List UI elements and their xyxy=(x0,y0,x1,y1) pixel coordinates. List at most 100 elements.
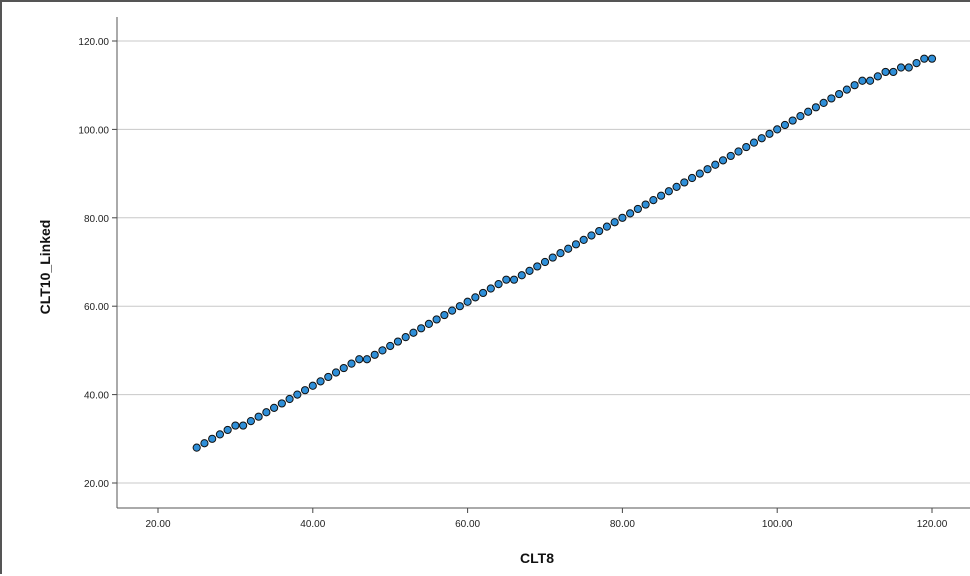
data-point xyxy=(409,328,418,337)
data-point xyxy=(417,324,426,333)
data-point xyxy=(587,231,596,240)
data-point xyxy=(331,368,341,377)
data-point xyxy=(680,178,689,187)
data-point xyxy=(355,355,364,364)
x-tick-label: 20.00 xyxy=(145,519,170,530)
data-point xyxy=(378,346,387,355)
data-point xyxy=(548,253,557,262)
data-point xyxy=(780,120,790,130)
data-point xyxy=(200,439,209,448)
data-point xyxy=(316,377,325,386)
x-tick-label: 120.00 xyxy=(917,519,948,530)
data-point xyxy=(393,337,403,346)
data-point xyxy=(223,425,232,435)
data-point xyxy=(556,249,565,258)
data-point xyxy=(362,355,372,364)
y-tick-label: 100.00 xyxy=(78,125,109,136)
data-point xyxy=(509,275,519,284)
data-point xyxy=(401,333,410,342)
data-point xyxy=(440,310,449,320)
x-tick-label: 100.00 xyxy=(762,519,793,530)
data-point xyxy=(842,85,851,94)
x-tick-label: 80.00 xyxy=(610,519,635,530)
axes: 20.00 40.00 60.00 80.00 100.00 120.00 20.00 40.… xyxy=(78,17,970,530)
data-point xyxy=(889,67,898,77)
data-point xyxy=(370,350,379,359)
data-point xyxy=(695,169,704,178)
data-point xyxy=(881,67,890,77)
data-point xyxy=(533,262,542,271)
data-point xyxy=(610,218,619,227)
data-point xyxy=(246,417,255,426)
data-points xyxy=(192,54,937,452)
data-point xyxy=(471,293,480,302)
data-point xyxy=(865,76,875,85)
x-axis-title: CLT8 xyxy=(520,550,554,566)
data-point xyxy=(308,381,317,390)
data-point xyxy=(811,103,821,112)
data-point xyxy=(564,244,573,253)
data-point xyxy=(687,173,697,183)
data-point xyxy=(300,386,310,395)
y-axis-title: CLT10_Linked xyxy=(37,220,53,315)
data-point xyxy=(920,54,929,63)
data-point xyxy=(517,271,526,280)
data-point xyxy=(192,443,201,452)
data-point xyxy=(718,156,728,165)
data-point xyxy=(858,76,867,85)
data-point xyxy=(293,390,302,399)
data-point xyxy=(742,142,751,152)
data-point xyxy=(765,129,774,138)
data-point xyxy=(486,284,495,293)
data-point xyxy=(796,112,805,121)
data-point xyxy=(525,266,534,275)
data-point xyxy=(749,138,759,147)
data-point xyxy=(239,421,248,430)
data-point xyxy=(633,204,642,214)
data-point xyxy=(618,213,627,222)
data-point xyxy=(626,209,635,218)
data-point xyxy=(270,403,279,412)
data-point xyxy=(339,363,348,373)
data-point xyxy=(347,359,356,368)
data-point xyxy=(579,235,588,244)
data-point xyxy=(254,412,263,421)
data-point xyxy=(448,306,457,315)
data-point xyxy=(571,240,581,249)
x-tick-label: 60.00 xyxy=(455,519,480,530)
data-point xyxy=(711,160,720,169)
data-point xyxy=(904,63,913,72)
x-tick-label: 40.00 xyxy=(300,519,325,530)
data-point xyxy=(672,182,681,191)
data-point xyxy=(324,372,333,382)
data-point xyxy=(773,125,782,134)
data-point xyxy=(734,147,743,156)
y-tick-label: 80.00 xyxy=(84,214,109,225)
data-point xyxy=(208,434,217,443)
data-point xyxy=(726,151,735,161)
grid-lines xyxy=(117,40,970,484)
data-point xyxy=(285,394,294,404)
data-point xyxy=(664,187,673,196)
data-point xyxy=(850,81,859,90)
data-point xyxy=(432,315,441,324)
data-point xyxy=(540,257,550,267)
data-point xyxy=(463,297,472,306)
data-point xyxy=(703,165,712,174)
data-point xyxy=(896,63,906,72)
data-point xyxy=(386,341,395,351)
data-point xyxy=(641,200,650,209)
data-point xyxy=(912,59,921,68)
data-point xyxy=(657,191,666,200)
data-point xyxy=(231,421,240,430)
data-point xyxy=(819,98,828,107)
data-point xyxy=(424,319,433,328)
data-point xyxy=(873,72,882,81)
data-point xyxy=(494,280,503,289)
data-point xyxy=(927,54,937,63)
data-point xyxy=(757,134,766,143)
data-point xyxy=(804,107,813,116)
data-point xyxy=(478,288,488,298)
data-point xyxy=(835,89,844,99)
